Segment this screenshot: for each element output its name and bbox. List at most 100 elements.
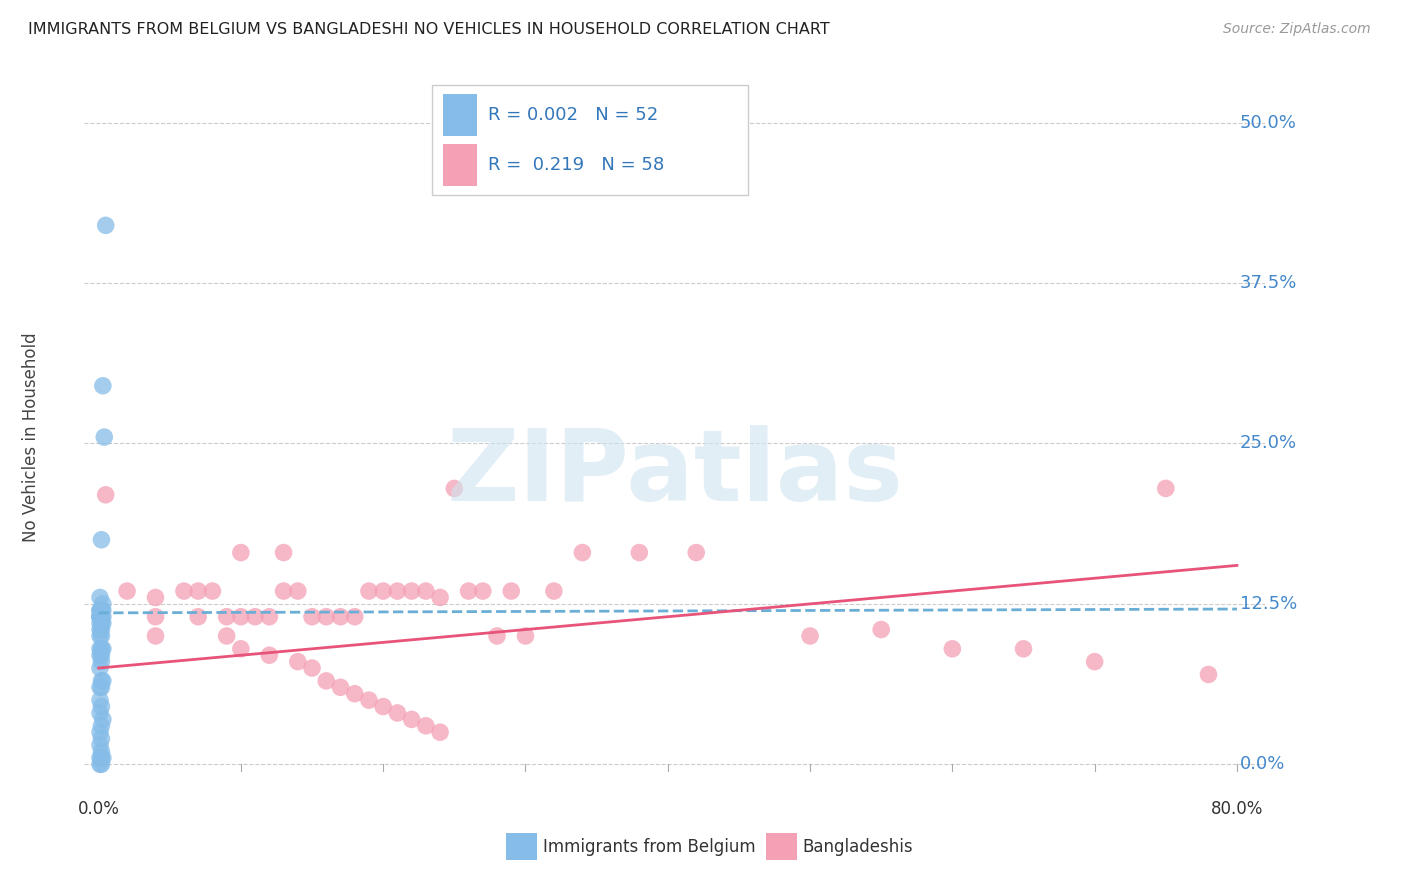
Text: R =  0.219   N = 58: R = 0.219 N = 58 bbox=[488, 156, 664, 174]
Point bbox=[89, 623, 111, 637]
Point bbox=[315, 673, 337, 688]
Text: ZIPatlas: ZIPatlas bbox=[447, 425, 903, 522]
Point bbox=[90, 648, 112, 663]
Point bbox=[90, 609, 112, 624]
Point bbox=[1198, 667, 1220, 681]
Text: IMMIGRANTS FROM BELGIUM VS BANGLADESHI NO VEHICLES IN HOUSEHOLD CORRELATION CHAR: IMMIGRANTS FROM BELGIUM VS BANGLADESHI N… bbox=[28, 22, 830, 37]
Text: 0.0%: 0.0% bbox=[1240, 756, 1285, 773]
Point bbox=[89, 725, 111, 739]
Text: 80.0%: 80.0% bbox=[1211, 800, 1263, 818]
Point bbox=[187, 584, 209, 599]
Point bbox=[90, 533, 112, 547]
Point bbox=[145, 629, 167, 643]
Point bbox=[89, 609, 111, 624]
Point bbox=[89, 609, 111, 624]
Point bbox=[89, 591, 111, 605]
Point bbox=[870, 623, 893, 637]
Point bbox=[187, 609, 209, 624]
Point bbox=[287, 584, 309, 599]
Point bbox=[89, 641, 111, 656]
Point bbox=[415, 584, 437, 599]
Point bbox=[91, 603, 114, 617]
Point bbox=[90, 655, 112, 669]
Text: Source: ZipAtlas.com: Source: ZipAtlas.com bbox=[1223, 22, 1371, 37]
Point bbox=[89, 751, 111, 765]
Point bbox=[571, 545, 593, 559]
Point bbox=[89, 609, 111, 624]
Point bbox=[91, 673, 114, 688]
Point bbox=[543, 584, 565, 599]
Point bbox=[343, 609, 366, 624]
Point bbox=[259, 648, 281, 663]
Text: 0.0%: 0.0% bbox=[77, 800, 120, 818]
Point bbox=[287, 655, 309, 669]
Point bbox=[357, 693, 380, 707]
Point bbox=[145, 591, 167, 605]
Point bbox=[91, 751, 114, 765]
Point bbox=[91, 641, 114, 656]
Point bbox=[89, 629, 111, 643]
Point bbox=[90, 609, 112, 624]
Point bbox=[485, 629, 508, 643]
Point bbox=[429, 591, 451, 605]
Point bbox=[89, 609, 111, 624]
Point bbox=[91, 712, 114, 726]
Point bbox=[259, 609, 281, 624]
Point bbox=[91, 616, 114, 631]
Point bbox=[89, 648, 111, 663]
Point bbox=[89, 616, 111, 631]
Point bbox=[90, 616, 112, 631]
Text: Bangladeshis: Bangladeshis bbox=[803, 838, 914, 855]
Point bbox=[429, 725, 451, 739]
Point bbox=[229, 641, 252, 656]
Point bbox=[243, 609, 266, 624]
Point bbox=[89, 706, 111, 720]
Text: No Vehicles in Household: No Vehicles in Household bbox=[22, 332, 41, 542]
Point bbox=[685, 545, 707, 559]
Point bbox=[93, 430, 115, 444]
Point bbox=[387, 584, 409, 599]
Point bbox=[941, 641, 963, 656]
Point bbox=[89, 603, 111, 617]
Point bbox=[301, 609, 323, 624]
Text: 50.0%: 50.0% bbox=[1240, 113, 1296, 132]
Point bbox=[145, 609, 167, 624]
Point bbox=[90, 603, 112, 617]
Point bbox=[215, 629, 238, 643]
Point bbox=[273, 584, 295, 599]
Point bbox=[89, 738, 111, 752]
Point bbox=[91, 378, 114, 392]
Text: 25.0%: 25.0% bbox=[1240, 434, 1296, 452]
Point bbox=[89, 693, 111, 707]
Point bbox=[357, 584, 380, 599]
Point bbox=[415, 719, 437, 733]
Point bbox=[89, 681, 111, 695]
Point bbox=[1154, 482, 1177, 496]
Point bbox=[90, 623, 112, 637]
Point bbox=[90, 744, 112, 758]
Point bbox=[115, 584, 138, 599]
Point bbox=[373, 584, 395, 599]
Text: Immigrants from Belgium: Immigrants from Belgium bbox=[543, 838, 755, 855]
Point bbox=[89, 661, 111, 675]
Point bbox=[173, 584, 195, 599]
Point bbox=[90, 603, 112, 617]
Point bbox=[90, 731, 112, 746]
Point bbox=[90, 609, 112, 624]
Point bbox=[90, 629, 112, 643]
Point bbox=[90, 673, 112, 688]
Point bbox=[90, 641, 112, 656]
Point bbox=[443, 482, 465, 496]
Point bbox=[89, 757, 111, 772]
Point bbox=[215, 609, 238, 624]
Point bbox=[94, 488, 117, 502]
Point bbox=[329, 609, 352, 624]
Text: 37.5%: 37.5% bbox=[1240, 274, 1298, 292]
Point bbox=[315, 609, 337, 624]
Point bbox=[90, 719, 112, 733]
Point bbox=[471, 584, 494, 599]
Point bbox=[90, 699, 112, 714]
Point bbox=[90, 603, 112, 617]
Point bbox=[501, 584, 523, 599]
Point bbox=[387, 706, 409, 720]
